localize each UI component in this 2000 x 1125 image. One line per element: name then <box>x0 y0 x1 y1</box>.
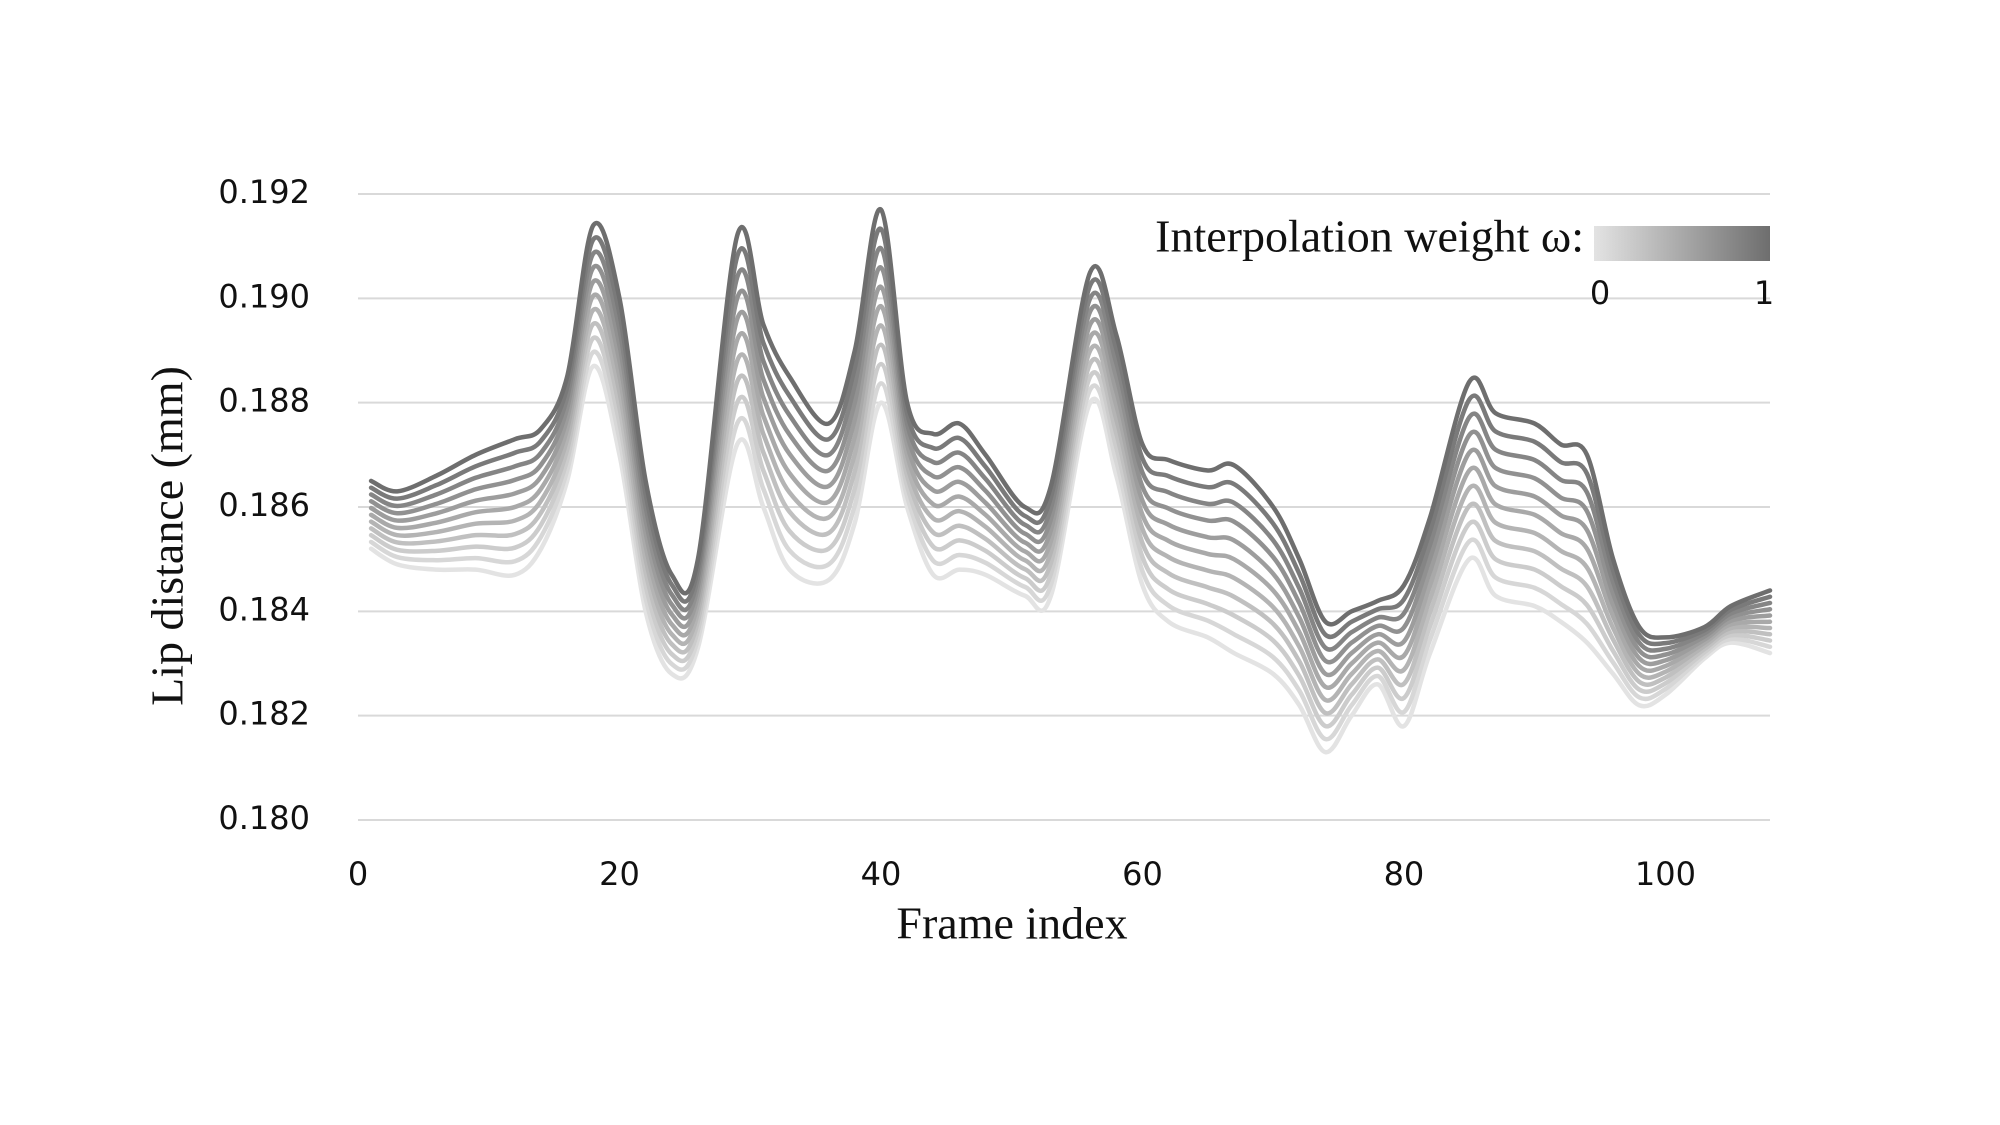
legend-gradient <box>1594 226 1770 261</box>
series-line <box>368 292 1773 690</box>
x-tick-label: 60 <box>1122 855 1163 893</box>
y-axis-title: Lip distance (mm) <box>142 366 193 706</box>
series-line <box>368 245 1773 653</box>
y-tick-label: 0.192 <box>218 173 310 211</box>
x-tick-label: 0 <box>348 855 368 893</box>
y-tick-label: 0.180 <box>218 799 310 837</box>
legend-tick-label: 1 <box>1754 274 1774 312</box>
legend-title: Interpolation weight ω: <box>1155 211 1584 262</box>
series-line <box>368 263 1773 665</box>
series-line <box>368 278 1773 678</box>
x-tick-label: 80 <box>1384 855 1425 893</box>
x-tick-label: 20 <box>599 855 640 893</box>
legend-tick-label: 0 <box>1590 274 1610 312</box>
y-tick-label: 0.184 <box>218 590 310 628</box>
series-line <box>368 226 1773 647</box>
y-tick-label: 0.190 <box>218 277 310 315</box>
x-tick-label: 100 <box>1635 855 1696 893</box>
lines <box>368 207 1773 755</box>
series-line <box>368 349 1773 742</box>
x-tick-label: 40 <box>861 855 902 893</box>
y-tick-label: 0.188 <box>218 382 310 420</box>
series-line <box>368 207 1773 640</box>
series-line <box>368 363 1773 755</box>
y-tick-label: 0.186 <box>218 486 310 524</box>
series-line <box>368 321 1773 716</box>
series-line <box>368 335 1773 729</box>
x-axis-title: Frame index <box>896 898 1127 949</box>
y-tick-label: 0.182 <box>218 695 310 733</box>
series-line <box>368 306 1773 703</box>
